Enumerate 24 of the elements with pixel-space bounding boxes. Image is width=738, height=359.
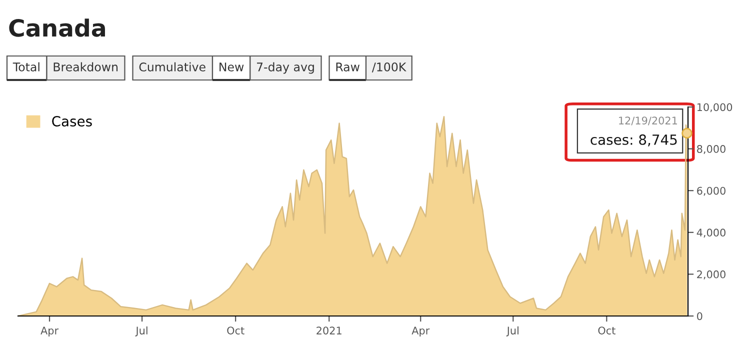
y-tick-label: 0 [697, 312, 702, 320]
chart-title: Canada [9, 18, 105, 37]
y-tick-label: 6,000 [697, 186, 726, 196]
x-tick-label: Apr [412, 326, 430, 336]
text: Raw [336, 62, 360, 72]
text: /100K [372, 62, 406, 72]
text: Breakdown [54, 62, 118, 72]
x-tick-label: Oct [598, 326, 616, 334]
y-tick-label: 2,000 [697, 270, 726, 280]
y-tick-label: 4,000 [696, 228, 726, 238]
text: New [220, 62, 244, 72]
annotation: 12/19/2021 [619, 116, 677, 126]
y-tick-label: 8,000 [697, 145, 726, 154]
x-tick-label: 2021 [316, 326, 342, 334]
text: Cumulative [139, 62, 206, 72]
x-tick-label: Jul [135, 326, 148, 336]
text: Total [12, 62, 40, 72]
text: 7-day avg [256, 62, 314, 74]
legend-label: Cases [52, 116, 92, 127]
x-tick-label: Jul [506, 326, 518, 336]
x-tick-label: Apr [40, 326, 59, 336]
annotation: cases: 8,745 [590, 134, 677, 146]
y-tick-label: 10,000 [697, 103, 732, 112]
x-tick-label: Oct [227, 326, 244, 334]
